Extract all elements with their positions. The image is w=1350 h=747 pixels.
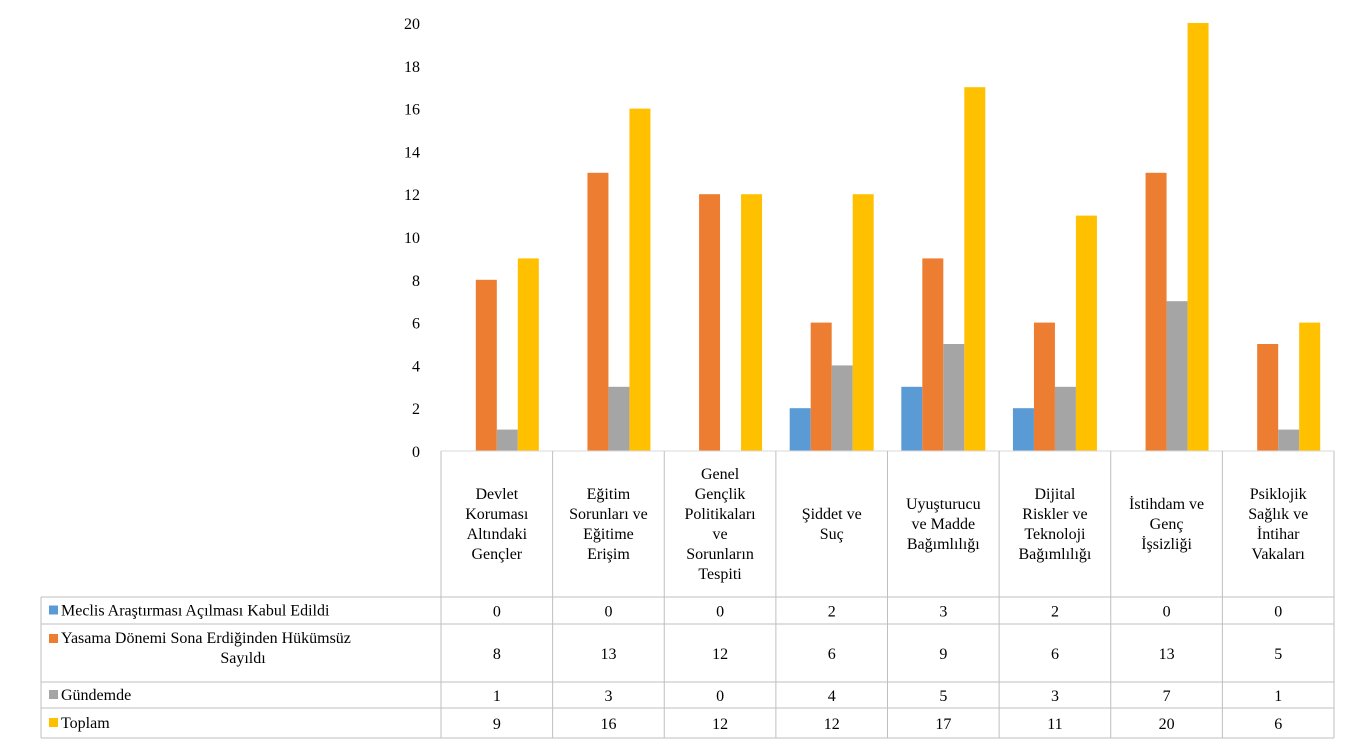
y-tick-label: 0 bbox=[412, 444, 420, 461]
table-cell-value: 0 bbox=[716, 604, 724, 621]
table-cell-value: 11 bbox=[1047, 716, 1062, 733]
table-cell-value: 5 bbox=[939, 688, 947, 705]
table-cell-value: 3 bbox=[1051, 688, 1059, 705]
table-cell-value: 17 bbox=[935, 716, 951, 733]
category-label: Devlet Koruması Altındaki Gençler bbox=[465, 486, 529, 563]
y-tick-label: 4 bbox=[412, 358, 420, 375]
bar bbox=[1166, 301, 1188, 451]
legend-label: Yasama Dönemi Sona Erdiğinden Hükümsüz Sa… bbox=[61, 630, 351, 667]
bar bbox=[1054, 386, 1076, 451]
data-table: Devlet Koruması Altındaki Gençler Eğitim Soru… bbox=[40, 451, 1335, 739]
table-cell-value: 16 bbox=[600, 716, 616, 733]
bar bbox=[1278, 429, 1300, 451]
table-cell-value: 3 bbox=[939, 604, 947, 621]
category-label: Eğitim Sorunları ve Eğitime Erişim bbox=[569, 486, 648, 563]
table-cell-value: 1 bbox=[493, 688, 501, 705]
y-tick-label: 20 bbox=[404, 16, 420, 33]
table-cell-value: 9 bbox=[493, 716, 501, 733]
table-cell-value: 13 bbox=[1159, 646, 1175, 663]
bar bbox=[1187, 23, 1209, 451]
category-label: Genel Gençlik Politikaları ve Sorunların Tesp… bbox=[685, 466, 757, 583]
table-cell-value: 4 bbox=[828, 688, 836, 705]
bar bbox=[608, 386, 630, 451]
table-cell-value: 0 bbox=[716, 688, 724, 705]
y-tick-label: 8 bbox=[412, 273, 420, 290]
legend-label: Gündemde bbox=[61, 687, 131, 704]
bar bbox=[789, 408, 811, 451]
y-tick-label: 18 bbox=[404, 59, 420, 76]
bar bbox=[1033, 322, 1055, 451]
bar bbox=[964, 87, 986, 451]
bar bbox=[1145, 172, 1167, 452]
bar bbox=[496, 429, 518, 451]
table-cell-value: 8 bbox=[493, 646, 501, 663]
bar bbox=[741, 194, 763, 451]
table-cell-value: 2 bbox=[828, 604, 836, 621]
bar bbox=[517, 258, 539, 451]
bar bbox=[901, 386, 923, 451]
table-cell-value: 0 bbox=[1163, 604, 1171, 621]
category-label: Dijital Riskler ve Teknoloji Bağımlılığı bbox=[1018, 486, 1091, 563]
table-cell-value: 0 bbox=[493, 604, 501, 621]
table-cell-value: 13 bbox=[600, 646, 616, 663]
legend-key bbox=[49, 690, 58, 699]
plot-area: 0 2 4 6 8 10 12 14 16 18 20 bbox=[404, 16, 1334, 461]
category-label: Psiklojik Sağlık ve İntihar Vakaları bbox=[1248, 486, 1308, 563]
category-label: İstihdam ve Genç İşsizliği bbox=[1129, 495, 1204, 553]
bar bbox=[831, 365, 853, 451]
bar bbox=[629, 108, 651, 451]
legend-key bbox=[49, 605, 58, 615]
legend-key bbox=[49, 634, 58, 643]
table-cell-value: 3 bbox=[604, 688, 612, 705]
bar bbox=[1299, 322, 1321, 451]
bar bbox=[1257, 344, 1279, 451]
y-tick-label: 10 bbox=[404, 230, 420, 247]
category-label: Şiddet ve Suç bbox=[802, 506, 862, 543]
table-cell-value: 12 bbox=[712, 716, 728, 733]
table-cell-value: 5 bbox=[1274, 646, 1282, 663]
y-tick-label: 12 bbox=[404, 187, 420, 204]
y-tick-label: 16 bbox=[404, 102, 420, 119]
table-cell-value: 12 bbox=[712, 646, 728, 663]
bar bbox=[852, 194, 874, 451]
y-tick-label: 14 bbox=[404, 144, 420, 161]
table-cell-value: 6 bbox=[1274, 716, 1282, 733]
legend-label: Toplam bbox=[61, 715, 110, 732]
bar bbox=[699, 194, 721, 451]
table-cell-value: 20 bbox=[1159, 716, 1175, 733]
table-cell-value: 12 bbox=[824, 716, 840, 733]
bar bbox=[475, 279, 497, 451]
bar bbox=[1075, 215, 1097, 451]
table-cell-value: 0 bbox=[1274, 604, 1282, 621]
table-cell-value: 1 bbox=[1274, 688, 1282, 705]
table-cell-value: 0 bbox=[604, 604, 612, 621]
bar bbox=[810, 322, 832, 451]
table-cell-value: 6 bbox=[828, 646, 836, 663]
table-cell-value: 2 bbox=[1051, 604, 1059, 621]
table-cell-value: 9 bbox=[939, 646, 947, 663]
bar bbox=[922, 258, 944, 451]
legend-label: Meclis Araştırması Açılması Kabul Edildi bbox=[61, 603, 330, 620]
bar bbox=[943, 344, 965, 451]
table-cell-value: 7 bbox=[1163, 688, 1171, 705]
bar bbox=[587, 172, 609, 452]
y-tick-label: 6 bbox=[412, 316, 420, 333]
category-label: Uyuşturucu ve Madde Bağımlılığı bbox=[906, 496, 981, 553]
table-cell-value: 6 bbox=[1051, 646, 1059, 663]
y-tick-label: 2 bbox=[412, 401, 420, 418]
bar bbox=[1012, 408, 1034, 451]
legend-key bbox=[49, 718, 58, 727]
